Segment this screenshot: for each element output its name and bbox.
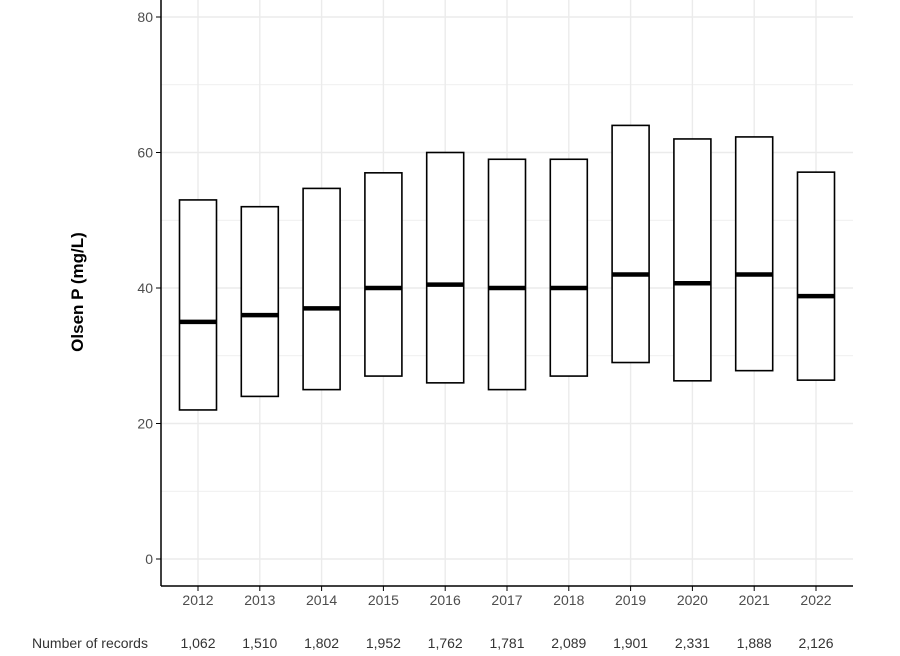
x-tick-label: 2016 (430, 592, 461, 608)
record-count-2014: 1,802 (304, 635, 339, 651)
x-tick-label: 2014 (306, 592, 337, 608)
x-tick-label: 2020 (677, 592, 708, 608)
box-2018 (549, 158, 589, 377)
y-tick-label: 80 (137, 9, 153, 25)
box-2013 (240, 205, 280, 398)
box-2012 (178, 199, 218, 411)
record-count-2019: 1,901 (613, 635, 648, 651)
record-count-2012: 1,062 (180, 635, 215, 651)
record-count-2021: 1,888 (737, 635, 772, 651)
record-count-2018: 2,089 (551, 635, 586, 651)
x-tick-label: 2022 (800, 592, 831, 608)
x-tick-label: 2019 (615, 592, 646, 608)
box-2021 (734, 136, 774, 372)
record-count-2017: 1,781 (489, 635, 524, 651)
x-tick-label: 2015 (368, 592, 399, 608)
y-tick-label: 0 (145, 551, 153, 567)
x-tick-label: 2013 (244, 592, 275, 608)
record-count-2016: 1,762 (428, 635, 463, 651)
box-2019 (611, 124, 650, 364)
x-tick-label: 2021 (739, 592, 770, 608)
y-tick-label: 60 (137, 145, 153, 161)
box-layer (178, 124, 836, 411)
x-tick-label: 2017 (491, 592, 522, 608)
counts-row-label: Number of records (32, 635, 148, 651)
counts-row: 1,062 1,510 1,802 1,952 1,762 1,781 2,089 1,901… (180, 635, 833, 651)
y-tick-label: 40 (137, 280, 153, 296)
x-tick-label: 2012 (182, 592, 213, 608)
record-count-2013: 1,510 (242, 635, 277, 651)
record-count-2022: 2,126 (798, 635, 833, 651)
record-count-2020: 2,331 (675, 635, 710, 651)
y-tick-label: 20 (137, 416, 153, 432)
box-2016 (425, 151, 465, 384)
x-tick-label: 2018 (553, 592, 584, 608)
record-count-2015: 1,952 (366, 635, 401, 651)
y-axis-label: Olsen P (mg/L) (68, 232, 87, 352)
box-2014 (302, 187, 341, 391)
box-2022 (796, 171, 836, 381)
box-2020 (673, 138, 712, 382)
box-2015 (364, 172, 403, 377)
box-2017 (487, 158, 527, 391)
axis-layer: 0 20 40 60 80 2012 2013 2014 2015 2016 2017 2018 201… (137, 0, 853, 608)
